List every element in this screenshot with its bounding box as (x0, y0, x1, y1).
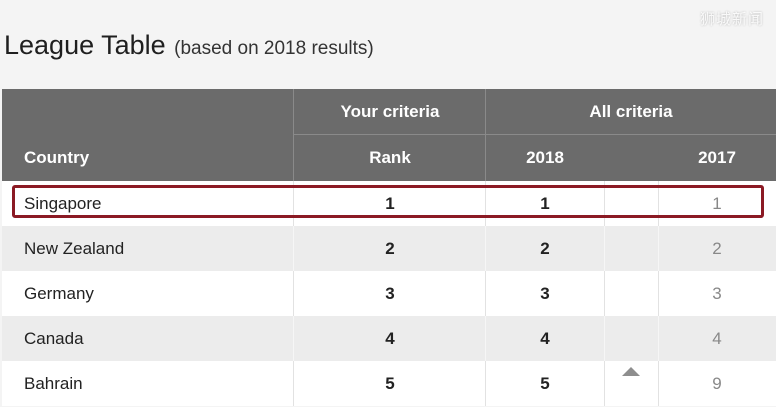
table-row[interactable]: Germany 3 3 3 (2, 271, 776, 316)
column-divider (658, 271, 659, 316)
column-divider (604, 316, 605, 361)
country-cell: Canada (24, 328, 84, 348)
column-divider (658, 181, 659, 226)
column-divider (293, 361, 294, 406)
column-divider (658, 361, 659, 406)
column-divider (485, 271, 486, 316)
rank-2018-cell: 4 (540, 328, 550, 348)
rank-cell: 1 (385, 193, 395, 213)
rank-2017-cell: 3 (712, 283, 722, 303)
country-cell: Singapore (24, 193, 102, 213)
table-row[interactable]: Canada 4 4 4 (2, 316, 776, 361)
column-divider (485, 316, 486, 361)
rank-2018-cell: 5 (540, 373, 550, 393)
header-divider (293, 89, 294, 181)
column-divider (293, 271, 294, 316)
page-title: League Table (4, 30, 166, 60)
header-divider (485, 89, 486, 181)
column-header-2018[interactable]: 2018 (526, 148, 564, 167)
column-divider (604, 361, 605, 406)
table-row[interactable]: Bahrain 5 5 9 (2, 361, 776, 406)
column-divider (658, 316, 659, 361)
rank-2017-cell: 2 (712, 238, 722, 258)
table-row[interactable]: New Zealand 2 2 2 (2, 226, 776, 271)
column-divider (604, 271, 605, 316)
watermark: 狮城新闻 (699, 10, 764, 28)
column-divider (485, 361, 486, 406)
column-divider (293, 316, 294, 361)
rank-cell: 3 (385, 283, 395, 303)
column-divider (485, 181, 486, 226)
rank-cell: 4 (385, 328, 395, 348)
column-divider (293, 226, 294, 271)
country-cell: Bahrain (24, 373, 83, 393)
rank-2018-cell: 3 (540, 283, 550, 303)
league-table: Your criteria All criteria Country Rank … (2, 89, 776, 407)
column-divider (485, 226, 486, 271)
column-header-country[interactable]: Country (24, 148, 90, 167)
group-header-all-criteria: All criteria (589, 102, 673, 121)
page-subtitle: (based on 2018 results) (174, 38, 374, 59)
column-header-rank[interactable]: Rank (369, 148, 411, 167)
group-header-your-criteria: Your criteria (340, 102, 440, 121)
column-divider (604, 226, 605, 271)
rank-2017-cell: 4 (712, 328, 722, 348)
table-row[interactable]: Singapore 1 1 1 (2, 181, 776, 226)
column-header-2017[interactable]: 2017 (698, 148, 736, 167)
country-cell: New Zealand (24, 238, 125, 258)
rank-2017-cell: 1 (712, 193, 722, 213)
rank-cell: 5 (385, 373, 395, 393)
column-divider (658, 226, 659, 271)
rank-2018-cell: 2 (540, 238, 550, 258)
singapore-highlight-box (12, 185, 764, 218)
column-divider (604, 181, 605, 226)
rank-2017-cell: 9 (712, 373, 722, 393)
up-arrow-icon (622, 367, 640, 376)
page-heading: League Table (based on 2018 results) (4, 30, 374, 61)
country-cell: Germany (24, 283, 94, 303)
column-divider (293, 181, 294, 226)
rank-cell: 2 (385, 238, 395, 258)
header-divider (294, 134, 776, 135)
rank-2018-cell: 1 (540, 193, 550, 213)
table-header: Your criteria All criteria Country Rank … (2, 89, 776, 181)
